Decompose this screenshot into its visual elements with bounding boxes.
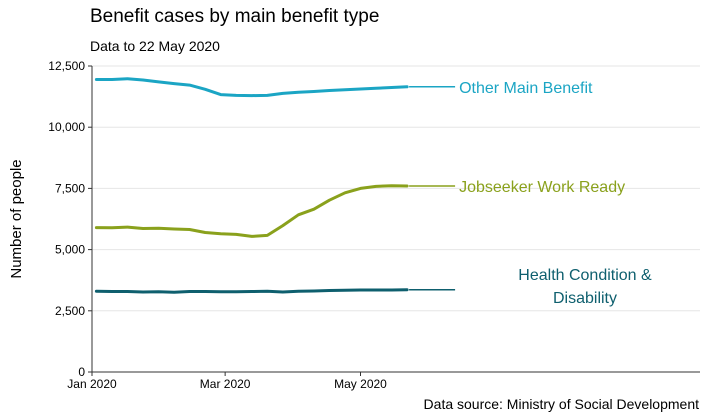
y-tick-label: 2,500 xyxy=(55,304,85,318)
x-tick-label: Mar 2020 xyxy=(200,377,251,391)
y-tick-label: 0 xyxy=(78,365,85,379)
y-tick-label: 10,000 xyxy=(48,120,85,134)
x-tick-label: Jan 2020 xyxy=(67,377,117,391)
chart-title: Benefit cases by main benefit type xyxy=(90,6,380,27)
series-line-0 xyxy=(94,77,409,98)
y-axis-label: Number of people xyxy=(8,159,25,278)
series-line-2 xyxy=(94,288,409,294)
series-line-1 xyxy=(94,184,409,238)
y-tick-label: 12,500 xyxy=(48,59,85,73)
series-label-2: Disability xyxy=(553,290,617,307)
data-source-note: Data source: Ministry of Social Developm… xyxy=(423,396,699,412)
series-label-1: Jobseeker Work Ready xyxy=(459,179,625,196)
chart-subtitle: Data to 22 May 2020 xyxy=(90,38,220,54)
x-tick-label: May 2020 xyxy=(334,377,387,391)
y-tick-label: 7,500 xyxy=(55,181,85,195)
y-tick-label: 5,000 xyxy=(55,243,85,257)
series-label-0: Other Main Benefit xyxy=(459,80,593,97)
series-label-2: Health Condition & xyxy=(518,267,652,284)
